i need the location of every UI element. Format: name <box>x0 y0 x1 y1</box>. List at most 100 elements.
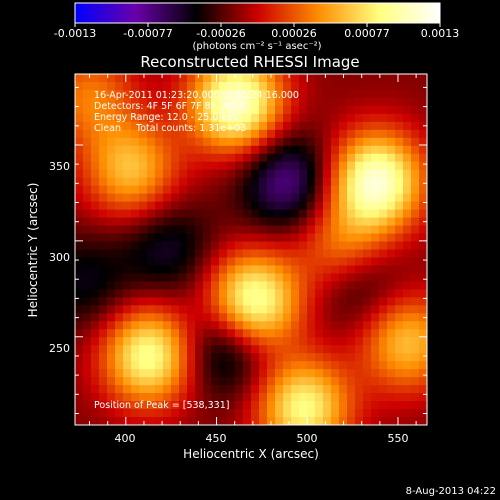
heatmap-cell <box>403 193 412 203</box>
heatmap-cell <box>251 257 260 267</box>
heatmap-cell <box>107 401 116 410</box>
heatmap-cell <box>91 97 100 107</box>
heatmap-cell <box>83 393 92 402</box>
heatmap-cell <box>315 361 324 370</box>
heatmap-cell <box>307 321 316 330</box>
heatmap-cell <box>235 249 244 259</box>
heatmap-cell <box>347 153 356 163</box>
heatmap-cell <box>379 297 388 306</box>
heatmap-cell <box>251 273 260 283</box>
heatmap-cell <box>83 401 92 410</box>
heatmap-cell <box>139 177 148 187</box>
heatmap-cell <box>291 177 300 187</box>
heatmap-cell <box>115 137 124 147</box>
heatmap-cell <box>419 393 427 402</box>
heatmap-cell <box>355 273 364 283</box>
heatmap-cell <box>315 241 324 251</box>
heatmap-cell <box>323 89 332 99</box>
heatmap-cell <box>163 169 172 179</box>
heatmap-cell <box>179 217 188 227</box>
heatmap-cell <box>147 201 156 211</box>
heatmap-cell <box>315 137 324 147</box>
heatmap-cell <box>203 81 212 91</box>
heatmap-cell <box>123 145 132 155</box>
heatmap-cell <box>187 257 196 267</box>
heatmap-cell <box>411 385 420 394</box>
heatmap-cell <box>91 329 100 338</box>
heatmap-cell <box>347 129 356 139</box>
heatmap-cell <box>363 393 372 402</box>
colorbar-unit-label: (photons cm⁻² s⁻¹ asec⁻²) <box>192 41 321 52</box>
heatmap-cell <box>107 153 116 163</box>
heatmap-cell <box>147 177 156 187</box>
heatmap-cell <box>131 361 140 370</box>
heatmap-cell <box>211 193 220 203</box>
heatmap-cell <box>179 321 188 330</box>
heatmap-cell <box>331 113 340 123</box>
heatmap-cell <box>315 265 324 275</box>
heatmap-cell <box>419 345 427 354</box>
heatmap-cell <box>307 297 316 306</box>
heatmap-cell <box>387 257 396 267</box>
heatmap-cell <box>155 97 164 107</box>
heatmap-cell <box>355 353 364 362</box>
heatmap-cell <box>339 249 348 259</box>
heatmap-cell <box>243 209 252 219</box>
heatmap-cell <box>195 217 204 227</box>
heatmap-cell <box>411 177 420 187</box>
heatmap-cell <box>123 121 132 131</box>
heatmap-cell <box>123 321 132 330</box>
heatmap-cell <box>259 217 268 227</box>
heatmap-cell <box>219 297 228 306</box>
heatmap-cell <box>387 305 396 314</box>
heatmap-cell <box>395 409 404 418</box>
heatmap-cell <box>147 353 156 362</box>
heatmap-cell <box>251 225 260 235</box>
heatmap-cell <box>195 233 204 243</box>
heatmap-cell <box>99 89 108 99</box>
heatmap-cell <box>179 105 188 115</box>
heatmap-cell <box>227 74 236 83</box>
heatmap-cell <box>139 241 148 251</box>
heatmap-cell <box>155 393 164 402</box>
heatmap-cell <box>411 313 420 322</box>
heatmap-cell <box>395 177 404 187</box>
heatmap-cell <box>131 393 140 402</box>
heatmap-cell <box>419 113 427 123</box>
heatmap-cell <box>307 273 316 283</box>
heatmap-cell <box>315 193 324 203</box>
heatmap-cell <box>267 153 276 163</box>
heatmap-cell <box>307 361 316 370</box>
annotation-energy-range: Energy Range: 12.0 - 25.0 keV <box>94 112 239 123</box>
heatmap-cell <box>339 161 348 171</box>
heatmap-cell <box>115 161 124 171</box>
heatmap-cell <box>363 257 372 267</box>
heatmap-cell <box>347 337 356 346</box>
heatmap-cell <box>91 169 100 179</box>
heatmap-cell <box>203 377 212 386</box>
heatmap-cell <box>91 345 100 354</box>
heatmap-cell <box>403 161 412 171</box>
heatmap-cell <box>155 209 164 219</box>
heatmap-cell <box>83 289 92 298</box>
heatmap-cell <box>99 97 108 107</box>
heatmap-cell <box>163 129 172 139</box>
heatmap-cell <box>355 121 364 131</box>
heatmap-cell <box>83 169 92 179</box>
heatmap-cell <box>251 113 260 123</box>
heatmap-cell <box>123 329 132 338</box>
heatmap-cell <box>163 153 172 163</box>
heatmap-cell <box>307 209 316 219</box>
heatmap-cell <box>299 337 308 346</box>
heatmap-cell <box>347 74 356 83</box>
heatmap-cell <box>395 289 404 298</box>
heatmap-cell <box>331 273 340 283</box>
heatmap-cell <box>251 169 260 179</box>
heatmap-cell <box>75 161 84 171</box>
heatmap-cell <box>379 201 388 211</box>
heatmap-cell <box>395 225 404 235</box>
heatmap-cell <box>243 89 252 99</box>
heatmap-cell <box>75 129 84 139</box>
heatmap-cell <box>211 241 220 251</box>
heatmap-cell <box>299 185 308 195</box>
